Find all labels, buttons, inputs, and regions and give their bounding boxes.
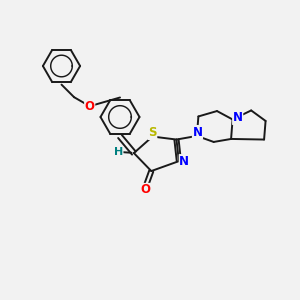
Text: H: H [114, 146, 123, 157]
Text: N: N [233, 111, 243, 124]
Text: O: O [140, 183, 150, 196]
Text: S: S [148, 126, 157, 140]
Text: O: O [85, 100, 95, 113]
Text: N: N [179, 154, 189, 168]
Text: N: N [193, 125, 202, 139]
